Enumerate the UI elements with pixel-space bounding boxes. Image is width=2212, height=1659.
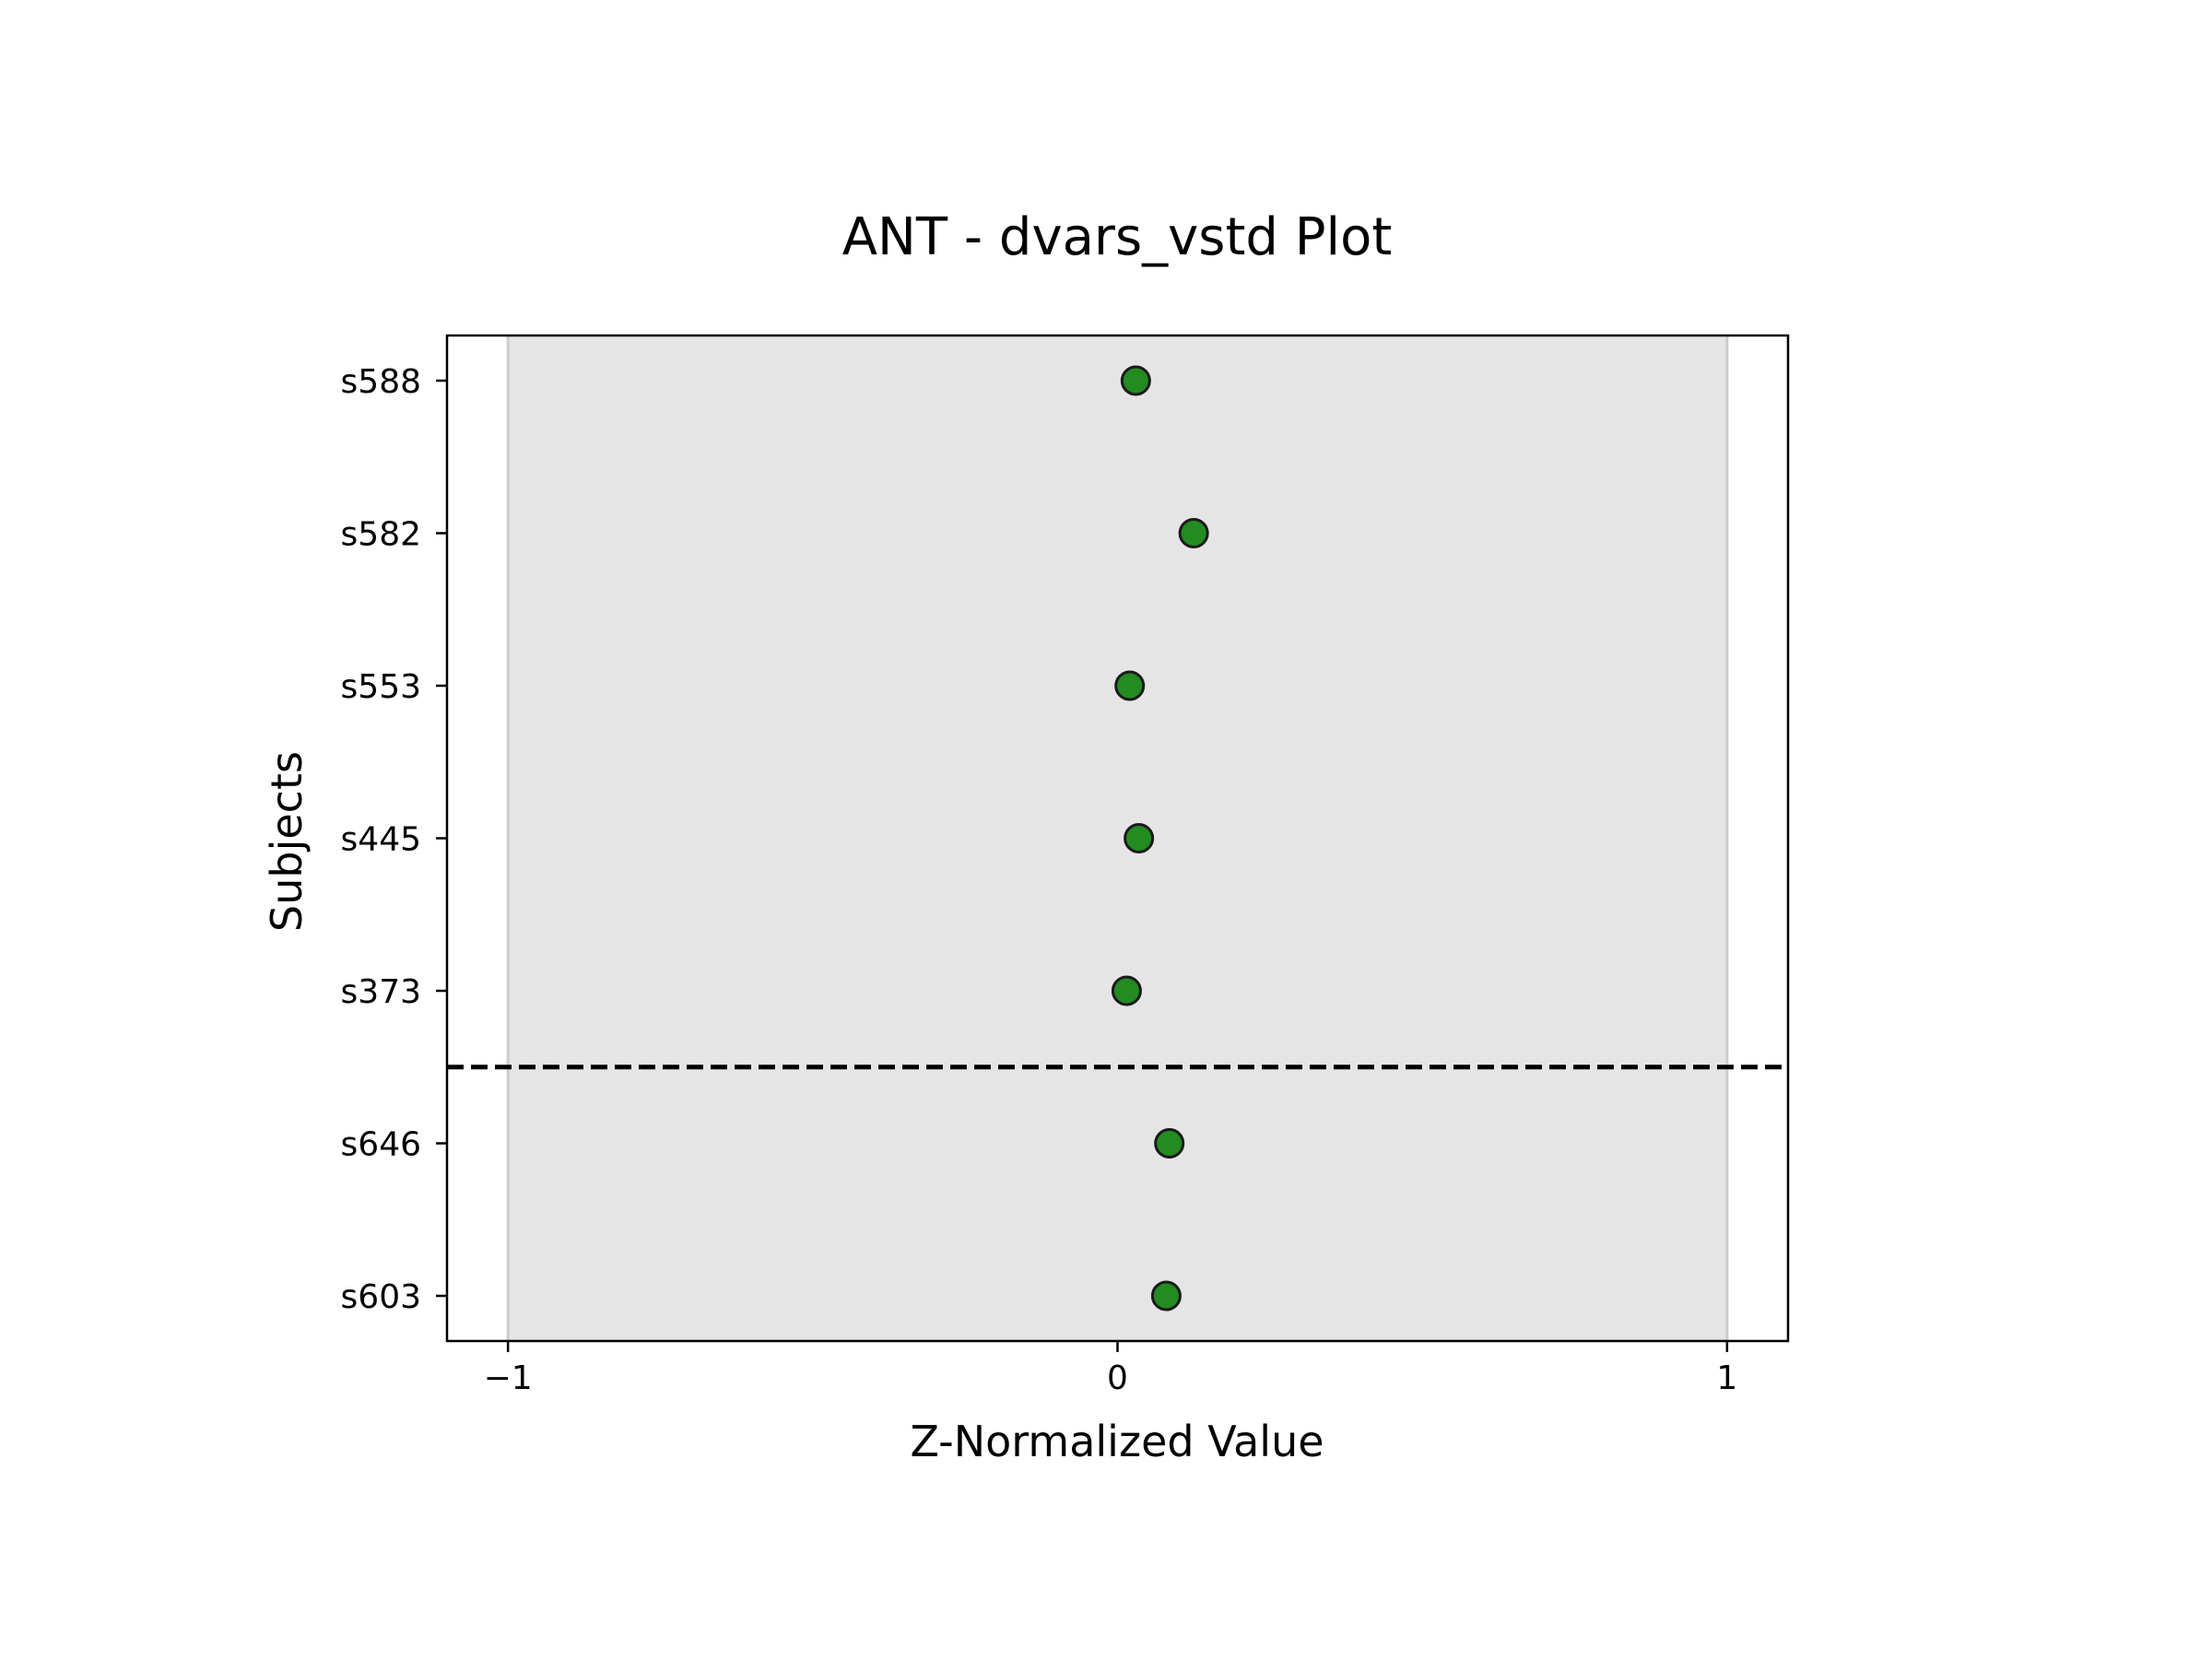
data-point bbox=[1111, 975, 1142, 1006]
y-tick-label: s553 bbox=[341, 668, 421, 706]
data-point bbox=[1124, 823, 1155, 853]
x-tick-label: −1 bbox=[484, 1359, 533, 1397]
shaded-band bbox=[508, 335, 1727, 1341]
x-axis-label: Z-Normalized Value bbox=[910, 1417, 1324, 1466]
y-tick-label: s373 bbox=[341, 973, 421, 1011]
x-tick-label: 0 bbox=[1107, 1359, 1128, 1397]
data-point bbox=[1150, 1280, 1182, 1312]
y-tick-label: s588 bbox=[341, 363, 421, 401]
data-point bbox=[1154, 1128, 1185, 1159]
y-tick-label: s646 bbox=[341, 1126, 421, 1164]
x-tick-label: 1 bbox=[1716, 1359, 1737, 1397]
chart-title: ANT - dvars_vstd Plot bbox=[842, 207, 1393, 267]
y-axis-label: Subjects bbox=[262, 751, 312, 932]
y-tick-label: s603 bbox=[341, 1278, 421, 1316]
data-point bbox=[1114, 670, 1146, 701]
plot-area: −1 0 1 s603 s646 s373 s445 s553 s582 s588 bbox=[341, 334, 1790, 1397]
y-tick-label: s445 bbox=[341, 821, 421, 859]
data-point bbox=[1178, 518, 1209, 548]
data-point bbox=[1120, 365, 1151, 396]
y-tick-label: s582 bbox=[341, 516, 421, 554]
